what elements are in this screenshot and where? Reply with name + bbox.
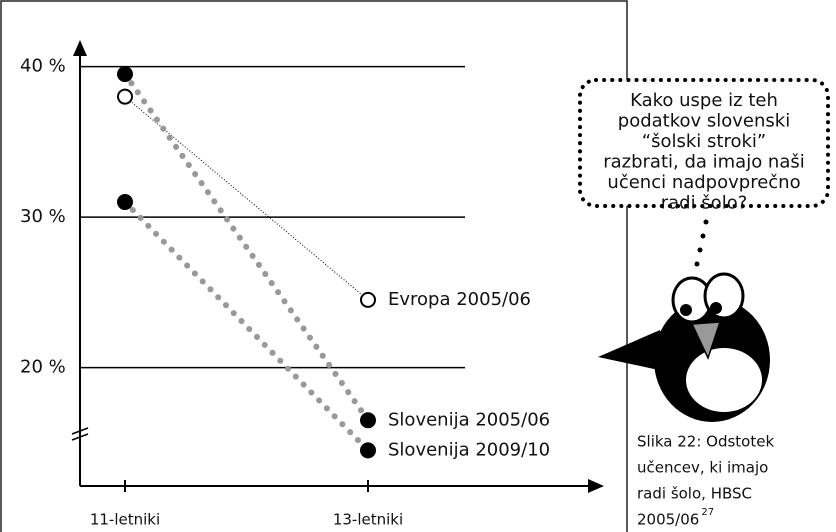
- frame: [0, 0, 628, 532]
- caption-line: učencev, ki imajo: [637, 459, 768, 477]
- penguin: [598, 272, 770, 422]
- x-axis-arrow: [588, 479, 604, 493]
- caption-line: 2005/06: [637, 511, 699, 529]
- axis-break: [71, 427, 89, 441]
- point: [117, 88, 133, 105]
- callout-line: Kako uspe iz teh: [630, 90, 778, 111]
- series-label: Slovenija 2009/10: [388, 439, 550, 460]
- callout-line: podatkov slovenski: [618, 111, 790, 132]
- point: [117, 194, 133, 211]
- bubble-tail: [694, 219, 709, 267]
- point: [360, 442, 376, 459]
- y-tick-label: 30 %: [20, 206, 66, 227]
- y-axis-arrow: [73, 40, 87, 56]
- y-tick-label: 40 %: [20, 56, 66, 77]
- caption-line: radi šolo, HBSC: [637, 485, 752, 503]
- series-label: Slovenija 2005/06: [388, 409, 550, 430]
- caption-footnote: 27: [701, 507, 714, 518]
- y-tick-label: 20 %: [20, 357, 66, 378]
- point: [360, 412, 376, 429]
- speech-bubble: [578, 78, 830, 208]
- caption-line: Slika 22: Odstotek: [637, 433, 774, 451]
- callout-line: radi šolo?: [661, 193, 748, 214]
- series-line: [122, 71, 371, 424]
- series-label: Evropa 2005/06: [388, 289, 531, 310]
- point: [117, 66, 133, 83]
- x-tick-label: 11-letniki: [90, 511, 160, 529]
- callout-line: učenci nadpovprečno: [607, 172, 800, 193]
- callout-line: “šolski stroki”: [642, 131, 766, 152]
- point: [360, 291, 376, 308]
- series-line: [122, 199, 371, 454]
- x-tick-label: 13-letniki: [333, 511, 403, 529]
- callout-line: razbrati, da imajo naši: [603, 152, 805, 173]
